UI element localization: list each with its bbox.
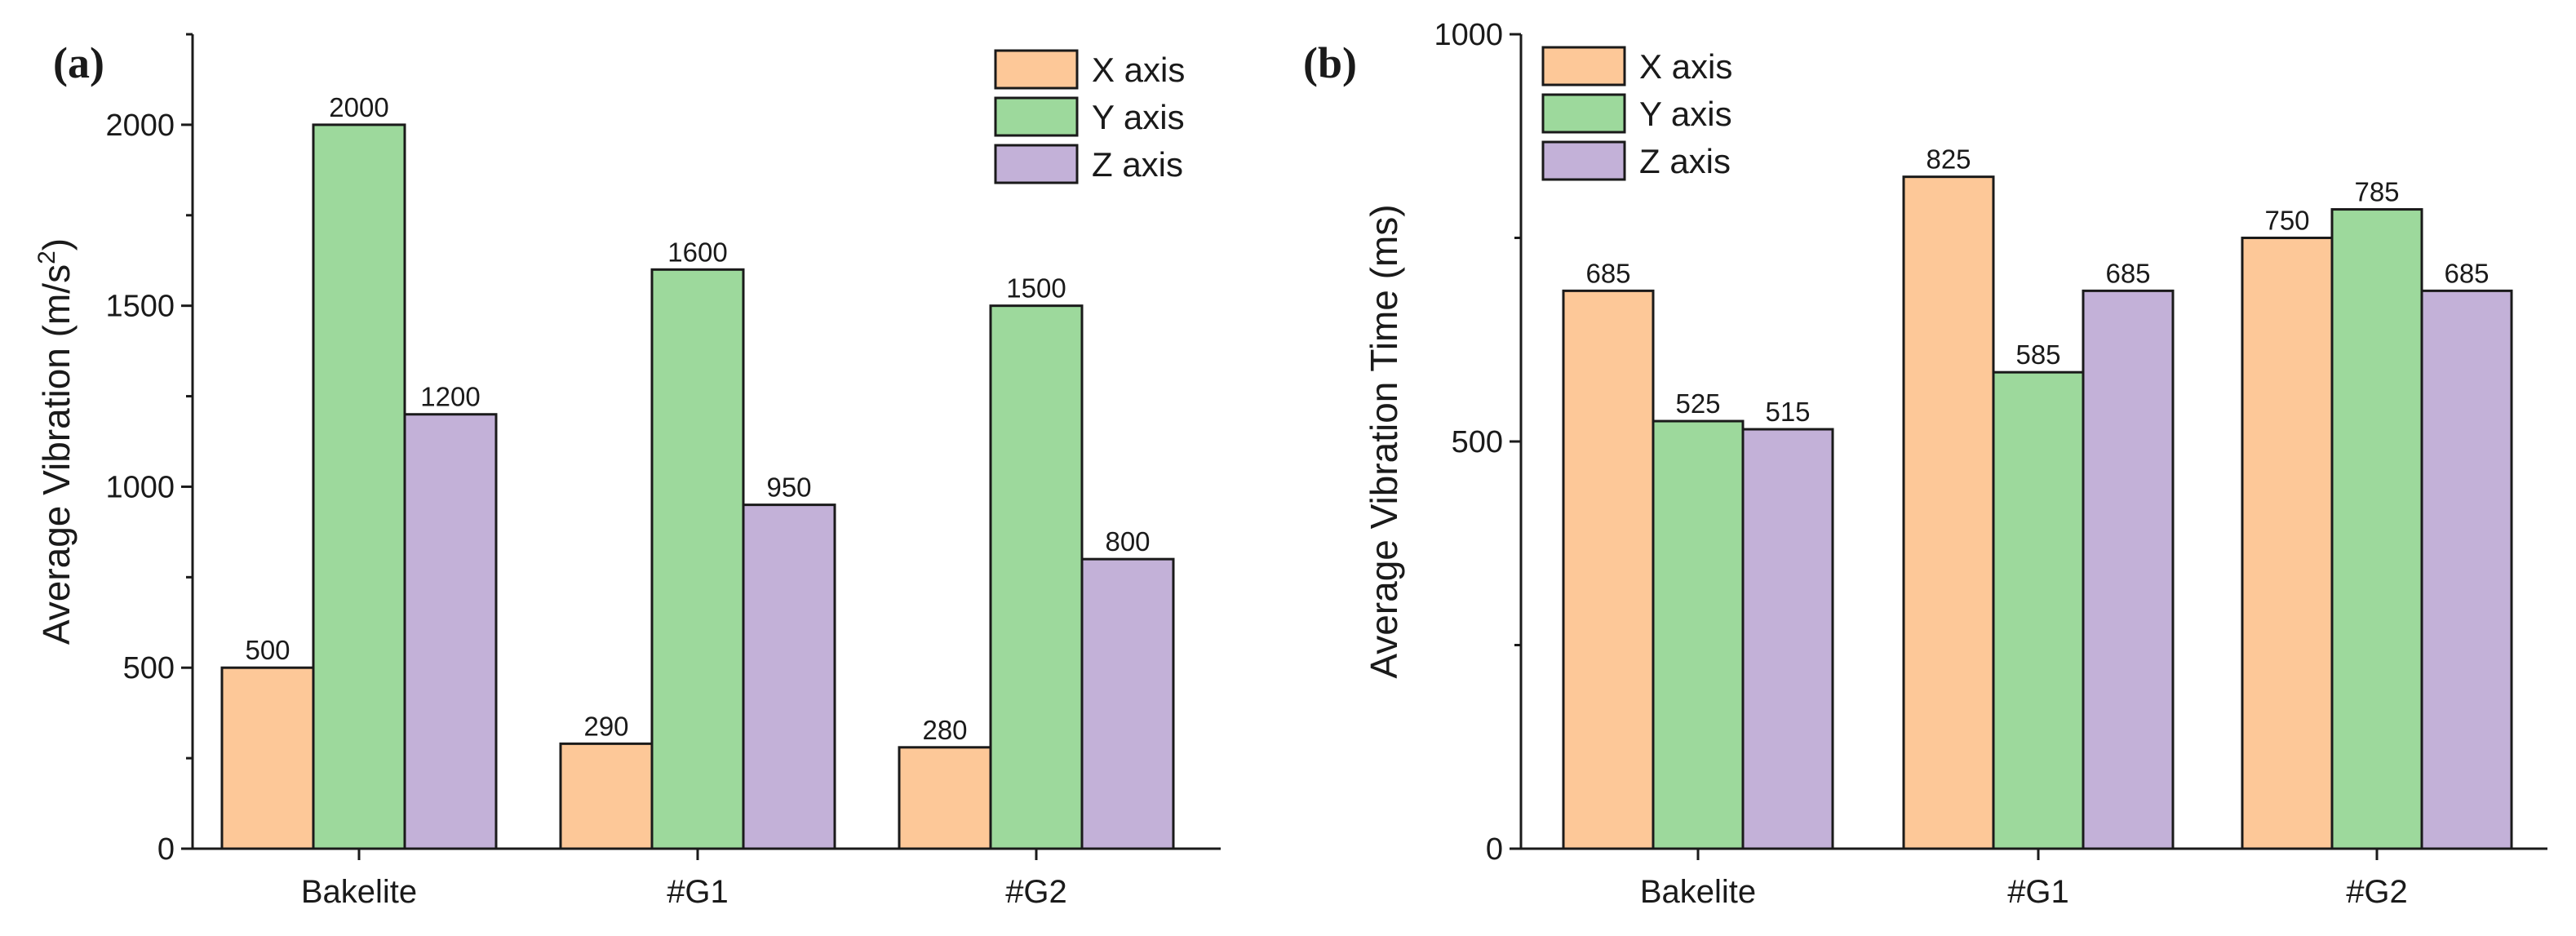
legend-label: Z axis xyxy=(1639,142,1731,180)
chart-panel-b: 685 825 750 525 585 785 515 685 685 0 500 1000 Bakel… xyxy=(1303,18,2547,910)
y-axis-title: Average Vibration (m/s2) xyxy=(33,238,78,645)
data-label: 800 xyxy=(1105,526,1150,557)
y-axis-title-superscript: 2 xyxy=(33,251,60,264)
x-tick-label: Bakelite xyxy=(1640,874,1756,910)
panel-label: (b) xyxy=(1303,38,1357,87)
legend-swatch xyxy=(1541,46,1626,87)
bar-z-axis-g1 xyxy=(2082,289,2175,850)
bar-x-axis-bakelite xyxy=(220,666,315,850)
y-axis-title: Average Vibration Time (ms) xyxy=(1363,204,1405,678)
bar-z-axis-bakelite xyxy=(403,413,498,850)
x-tick-label: Bakelite xyxy=(301,874,417,910)
data-label: 525 xyxy=(1675,388,1720,419)
bar-z-axis-g2 xyxy=(2420,289,2513,850)
bar-z-axis-g2 xyxy=(1080,557,1175,850)
x-tick-label: #G1 xyxy=(667,874,729,910)
legend-swatch xyxy=(994,49,1079,90)
legend-swatch xyxy=(1541,93,1626,134)
y-tick-label: 0 xyxy=(1486,832,1503,867)
y-tick-label: 1500 xyxy=(105,290,175,324)
bar-x-axis-g2 xyxy=(898,746,992,850)
legend: X axis Y axis Z axis xyxy=(994,49,1185,184)
legend-swatch xyxy=(1541,140,1626,181)
y-tick-label: 1000 xyxy=(105,470,175,504)
legend-label: X axis xyxy=(1639,47,1732,86)
legend: X axis Y axis Z axis xyxy=(1541,46,1732,181)
bar-x-axis-bakelite xyxy=(1562,289,1655,850)
data-label: 1600 xyxy=(667,237,727,267)
data-label: 685 xyxy=(1585,258,1630,288)
bar-y-axis-g2 xyxy=(2330,208,2423,850)
y-tick-label: 2000 xyxy=(105,109,175,143)
x-tick-label: #G1 xyxy=(2007,874,2069,910)
data-label: 785 xyxy=(2354,177,2399,207)
bar-x-axis-g2 xyxy=(2241,237,2334,850)
y-tick-label: 500 xyxy=(1452,425,1503,459)
bar-y-axis-bakelite xyxy=(312,123,406,850)
bar-y-axis-g2 xyxy=(989,304,1084,850)
bar-y-axis-bakelite xyxy=(1652,419,1745,850)
legend-label: Z axis xyxy=(1092,145,1183,184)
y-axis-title-main: Average Vibration (m/s xyxy=(35,264,78,645)
data-label: 585 xyxy=(2015,339,2060,370)
legend-swatch xyxy=(994,96,1079,137)
data-label: 280 xyxy=(922,715,967,745)
data-label: 2000 xyxy=(329,92,388,122)
bar-z-axis-bakelite xyxy=(1741,428,1834,850)
data-label: 950 xyxy=(766,472,811,503)
data-label: 685 xyxy=(2444,258,2489,288)
data-label: 685 xyxy=(2105,258,2150,288)
x-tick-label: #G2 xyxy=(1005,874,1067,910)
x-tick-label: #G2 xyxy=(2346,874,2408,910)
data-label: 825 xyxy=(1926,144,1971,175)
data-label: 290 xyxy=(583,711,628,741)
y-tick-label: 500 xyxy=(123,651,175,685)
data-label: 750 xyxy=(2264,206,2309,236)
y-tick-label: 0 xyxy=(157,832,175,867)
data-label: 500 xyxy=(245,635,290,665)
data-label: 1500 xyxy=(1006,273,1066,304)
legend-label: Y axis xyxy=(1092,98,1185,136)
bar-x-axis-g1 xyxy=(559,742,654,850)
y-axis-title-close: ) xyxy=(35,238,78,251)
bar-x-axis-g1 xyxy=(1902,175,1995,850)
chart-panel-a: 500 290 280 2000 1600 1500 1200 950 800 0 500 1000 1… xyxy=(33,33,1221,910)
bar-z-axis-g1 xyxy=(742,503,836,850)
legend-label: X axis xyxy=(1092,51,1185,89)
data-label: 1200 xyxy=(420,382,480,412)
bar-y-axis-g1 xyxy=(1992,370,2085,850)
panel-label: (a) xyxy=(53,38,104,87)
data-label: 515 xyxy=(1765,397,1810,427)
y-axis-title-main: Average Vibration Time (ms) xyxy=(1363,204,1405,678)
legend-label: Y axis xyxy=(1639,95,1732,133)
y-tick-label: 1000 xyxy=(1434,18,1503,52)
bar-y-axis-g1 xyxy=(650,268,745,850)
legend-swatch xyxy=(994,144,1079,184)
